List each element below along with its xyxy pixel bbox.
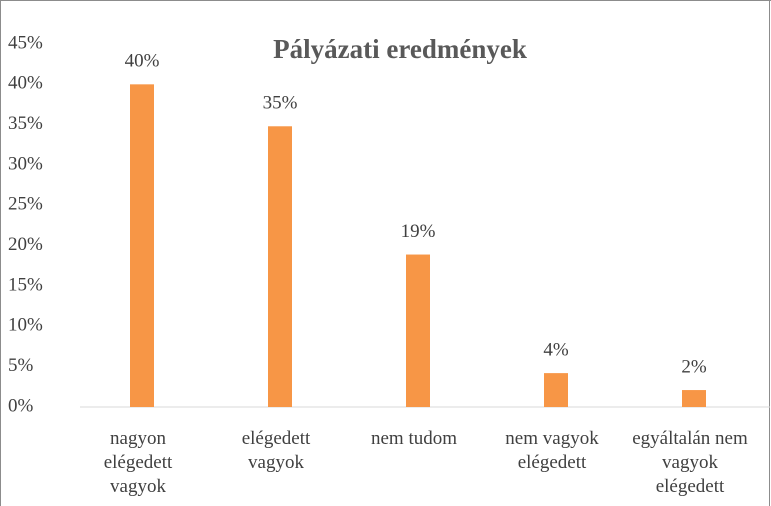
bar xyxy=(682,390,706,407)
y-tick-label: 25% xyxy=(8,194,43,215)
value-label: 35% xyxy=(263,93,298,114)
y-tick-label: 15% xyxy=(8,274,43,295)
x-tick-label: egyáltalán nem vagyok elégedett xyxy=(632,428,748,497)
x-tick-label: elégedett vagyok xyxy=(241,428,311,473)
y-tick-label: 5% xyxy=(8,355,34,376)
value-label: 19% xyxy=(401,221,436,242)
bar xyxy=(406,254,430,407)
bar xyxy=(130,84,154,407)
x-tick-label: nem vagyok elégedett xyxy=(505,428,599,473)
bar xyxy=(544,373,568,407)
bar xyxy=(268,126,292,407)
y-tick-label: 35% xyxy=(8,113,43,134)
value-label: 4% xyxy=(543,339,569,360)
value-label: 40% xyxy=(125,51,160,72)
value-label: 2% xyxy=(681,356,707,377)
chart-title: Pályázati eredmények xyxy=(273,34,527,64)
x-tick-label: nem tudom xyxy=(370,428,458,449)
y-tick-label: 0% xyxy=(8,395,34,416)
y-tick-label: 30% xyxy=(8,153,43,174)
y-tick-label: 10% xyxy=(8,315,43,336)
y-tick-label: 20% xyxy=(8,234,43,255)
y-tick-label: 45% xyxy=(8,32,43,53)
x-tick-label: nagyon elégedett vagyok xyxy=(103,428,173,497)
y-tick-label: 40% xyxy=(8,73,43,94)
